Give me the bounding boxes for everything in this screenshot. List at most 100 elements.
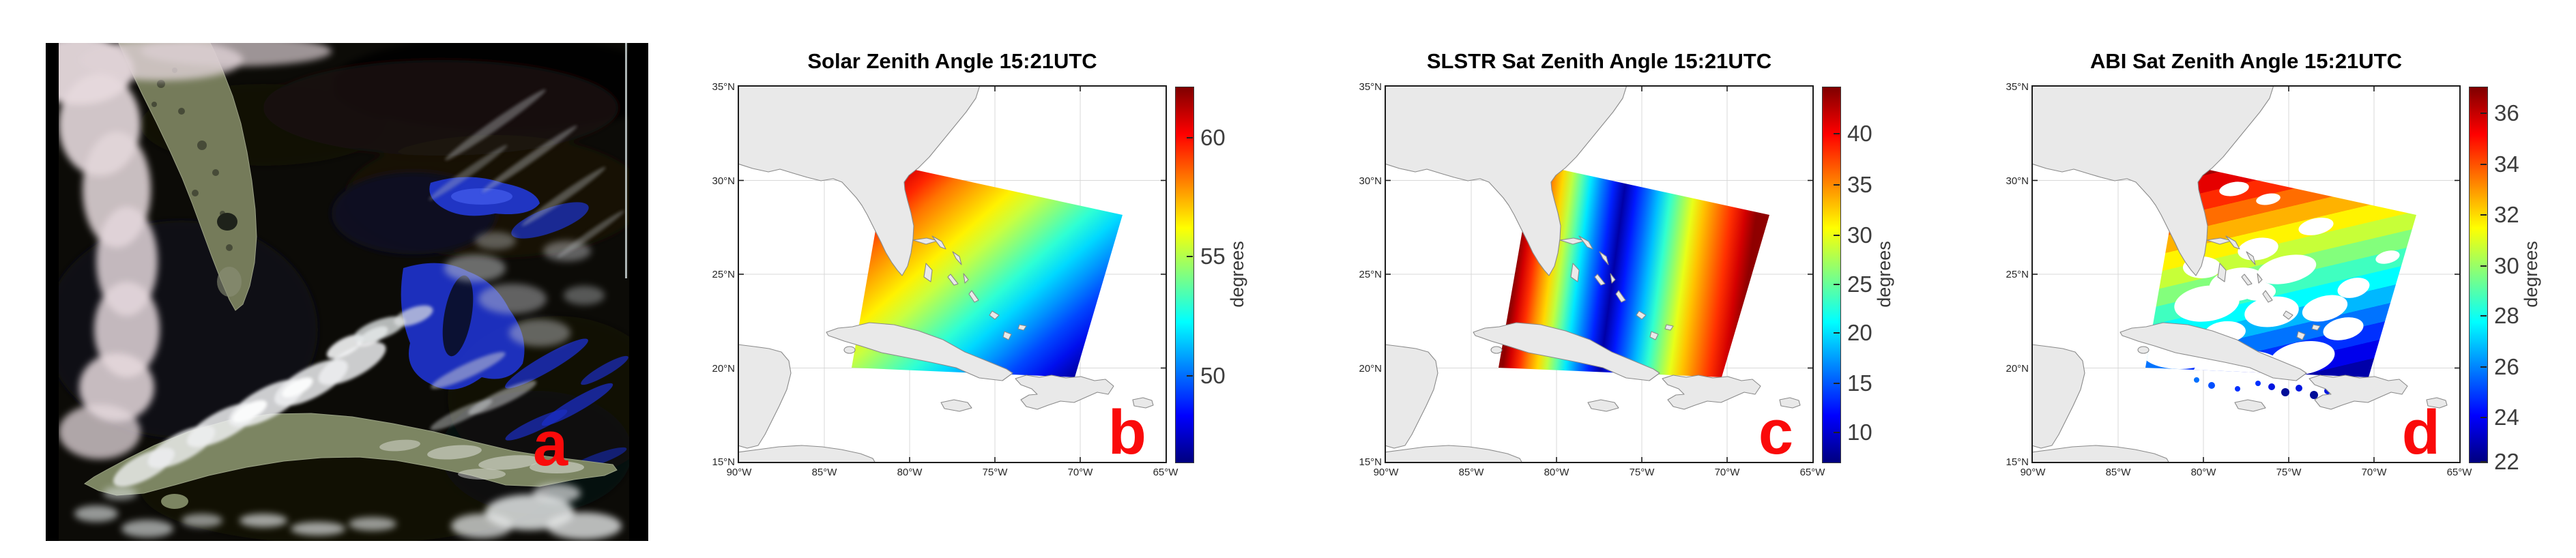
lat-tick-label: 15°N	[712, 456, 735, 468]
panel-letter-b: b	[1108, 398, 1146, 468]
lat-tick-label: 35°N	[1359, 81, 1382, 93]
lon-tick-label: 75°W	[2276, 467, 2302, 478]
scan-edge-line	[625, 43, 627, 278]
land-bahamas-islet	[989, 310, 1000, 320]
colorbar-tick-label: 20	[1847, 320, 1872, 346]
land-bahamas-islet	[2311, 324, 2321, 331]
land-bahamas-islet	[2296, 331, 2306, 340]
lon-tick-label: 70°W	[1067, 467, 1093, 478]
map-plot-area: c	[1385, 85, 1814, 468]
land-central-america	[2033, 445, 2169, 462]
land-yucatan	[739, 344, 792, 449]
land-cuba	[2119, 322, 2307, 381]
lat-tick-label: 30°N	[2006, 175, 2029, 187]
lat-tick-label: 15°N	[2006, 456, 2029, 468]
map-panel-solar-zenith: Solar Zenith Angle 15:21UTC b degrees 35…	[657, 0, 1304, 558]
lon-tick-label: 80°W	[1544, 467, 1569, 478]
basemap-land	[2033, 87, 2448, 462]
panel-title: ABI Sat Zenith Angle 15:21UTC	[2089, 49, 2403, 73]
land-bahamas-islet	[952, 251, 962, 265]
swath-solar-zenith	[852, 164, 1123, 377]
land-bahamas-islet	[2257, 273, 2263, 284]
map-panel-slstr-zenith: SLSTR Sat Zenith Angle 15:21UTC c degree…	[1304, 0, 1951, 558]
lat-tick-label: 25°N	[1359, 269, 1382, 280]
colorbar-tick-label: 22	[2494, 449, 2519, 474]
colorbar-tick-label: 10	[1847, 420, 1872, 445]
lat-tick-label: 20°N	[1359, 362, 1382, 375]
panel-letter-c: c	[1758, 398, 1793, 468]
map-panel-abi-zenith: ABI Sat Zenith Angle 15:21UTC d degrees …	[1951, 0, 2576, 558]
colorbar-tick-label: 60	[1200, 124, 1226, 150]
florida-landmass	[118, 43, 257, 311]
lat-tick-label: 25°N	[712, 269, 735, 280]
panel-letter-d: d	[2401, 398, 2440, 468]
land-bahamas-islet	[1636, 310, 1647, 320]
colorbar	[1822, 87, 1841, 463]
land-central-america	[1386, 445, 1522, 462]
map-svg	[739, 87, 1166, 462]
land-hispaniola	[1015, 375, 1114, 410]
panel-title: SLSTR Sat Zenith Angle 15:21UTC	[1426, 49, 1772, 73]
satellite-image	[59, 43, 629, 541]
lon-tick-label: 85°W	[1458, 467, 1484, 478]
colorbar-tick-mark	[2480, 315, 2487, 317]
colorbar-tick-mark	[1834, 184, 1840, 186]
lon-tick-label: 85°W	[2105, 467, 2131, 478]
panel-title: Solar Zenith Angle 15:21UTC	[807, 49, 1097, 73]
colorbar-tick-mark	[2480, 265, 2487, 267]
colorbar-tick-label: 35	[1847, 172, 1872, 198]
colorbar-tick-mark	[2480, 461, 2487, 462]
land-bahamas-islet	[1610, 273, 1616, 284]
lon-tick-label: 85°W	[811, 467, 837, 478]
lon-tick-label: 80°W	[897, 467, 923, 478]
land-bahamas-islet	[1664, 324, 1674, 331]
colorbar-tick-mark	[1187, 256, 1193, 258]
lat-tick-label: 20°N	[2006, 362, 2029, 375]
colorbar-tick-label: 50	[1200, 363, 1226, 389]
land-puerto-rico	[1779, 397, 1801, 409]
lat-tick-label: 35°N	[2006, 81, 2029, 93]
colorbar-tick-mark	[1187, 375, 1193, 377]
land-bahamas-islet	[947, 274, 959, 286]
lon-tick-label: 90°W	[1373, 467, 1399, 478]
lat-tick-label: 20°N	[712, 362, 735, 375]
map-svg	[1386, 87, 1812, 462]
lat-tick-label: 30°N	[712, 175, 735, 187]
colorbar-tick-mark	[2480, 214, 2487, 216]
colorbar-tick-mark	[1834, 132, 1840, 134]
colorbar-tick-label: 30	[2494, 252, 2519, 278]
lon-tick-label: 75°W	[1629, 467, 1655, 478]
land-bahamas-islet	[1570, 263, 1580, 282]
land-bahamas-islet	[1017, 324, 1027, 331]
colorbar-tick-mark	[2480, 417, 2487, 419]
land-central-america	[739, 445, 875, 462]
land-hispaniola	[2309, 375, 2408, 410]
panel-letter-a: a	[533, 409, 568, 479]
axis-ticks	[739, 87, 1166, 462]
land-isla-juventud	[1490, 346, 1503, 354]
colorbar-tick-mark	[2480, 366, 2487, 368]
colorbar-tick-label: 34	[2494, 151, 2519, 177]
land-bahamas-islet	[931, 235, 946, 250]
basemap-land	[1386, 87, 1801, 462]
land-bahamas-islet	[2283, 310, 2293, 320]
land-bahamas-islet	[2217, 263, 2227, 282]
land-hispaniola	[1662, 375, 1761, 410]
lon-tick-label: 70°W	[2361, 467, 2387, 478]
land-bahamas-islet	[2262, 290, 2273, 303]
map-plot-area: b	[738, 85, 1167, 468]
land-jamaica	[2234, 399, 2266, 412]
land-bahamas-islet	[2225, 235, 2240, 250]
lon-tick-label: 90°W	[2020, 467, 2046, 478]
land-bahamas-islet	[1599, 251, 1609, 265]
cuba-cloud-stipple	[379, 439, 584, 480]
colorbar	[2469, 87, 2488, 463]
colorbar-tick-label: 28	[2494, 303, 2519, 329]
basemap-land	[739, 87, 1154, 462]
colorbar-tick-label: 36	[2494, 100, 2519, 126]
lat-tick-label: 25°N	[2006, 269, 2029, 280]
lon-tick-label: 70°W	[1714, 467, 1740, 478]
land-isla-juventud	[2137, 346, 2150, 354]
land-bahamas-islet	[963, 273, 969, 284]
